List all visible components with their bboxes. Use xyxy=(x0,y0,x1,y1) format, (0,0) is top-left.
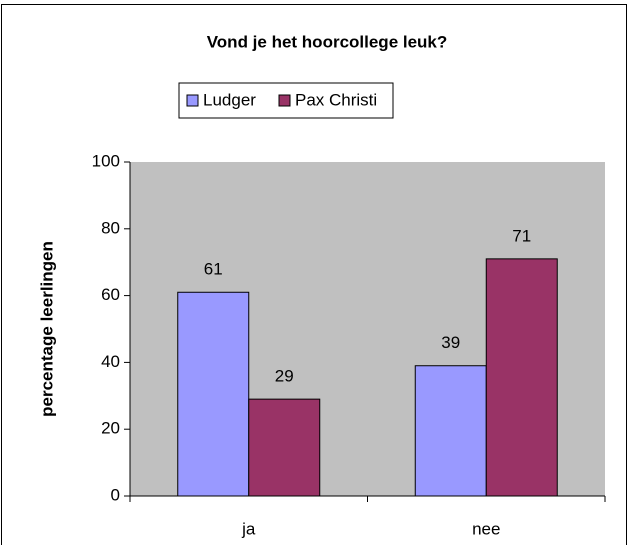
legend-swatch xyxy=(186,94,199,107)
bar xyxy=(248,398,321,497)
chart-border xyxy=(1,4,627,545)
chart-title: Vond je het hoorcollege leuk? xyxy=(207,32,448,51)
data-label: 61 xyxy=(204,260,223,279)
y-tick-label: 40 xyxy=(101,352,120,371)
y-tick-label: 0 xyxy=(111,485,120,504)
legend-label: Pax Christi xyxy=(295,90,377,109)
legend-label: Ludger xyxy=(203,90,256,109)
x-tick-label: nee xyxy=(472,519,500,538)
data-label: 29 xyxy=(275,367,294,386)
y-tick-label: 80 xyxy=(101,218,120,237)
data-label: 39 xyxy=(441,333,460,352)
data-label: 71 xyxy=(512,226,531,245)
y-axis-label: percentage leerlingen xyxy=(37,241,56,417)
x-tick-label: ja xyxy=(241,519,256,538)
bar xyxy=(177,291,250,497)
y-tick-label: 60 xyxy=(101,285,120,304)
y-tick-label: 100 xyxy=(92,151,120,170)
bar xyxy=(485,258,558,497)
bar xyxy=(414,365,487,497)
legend-swatch xyxy=(278,94,291,107)
y-tick-label: 20 xyxy=(101,419,120,438)
